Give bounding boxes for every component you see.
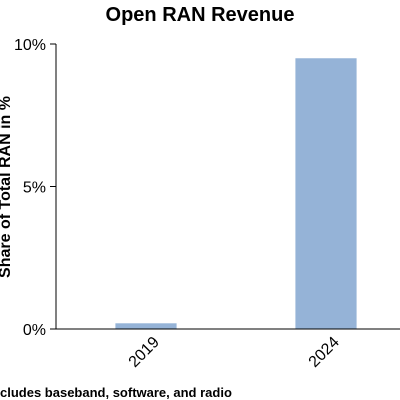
footnote: cludes baseband, software, and radio: [0, 385, 232, 400]
bar-2019: [115, 323, 177, 329]
x-tick-label-2019: 2019: [126, 334, 163, 371]
y-ticks: 0% 5% 10%: [14, 37, 56, 339]
y-tick-label: 10%: [14, 37, 46, 54]
x-ticks: 2019 2024: [126, 334, 343, 371]
bar-2024: [295, 58, 357, 329]
y-tick-label: 0%: [23, 322, 46, 339]
y-axis-label: Share of Total RAN in %: [0, 96, 14, 278]
x-tick-label-2024: 2024: [306, 334, 343, 371]
chart-title: Open RAN Revenue: [106, 4, 295, 26]
y-tick-label: 5%: [23, 180, 46, 197]
bars: [115, 58, 357, 329]
